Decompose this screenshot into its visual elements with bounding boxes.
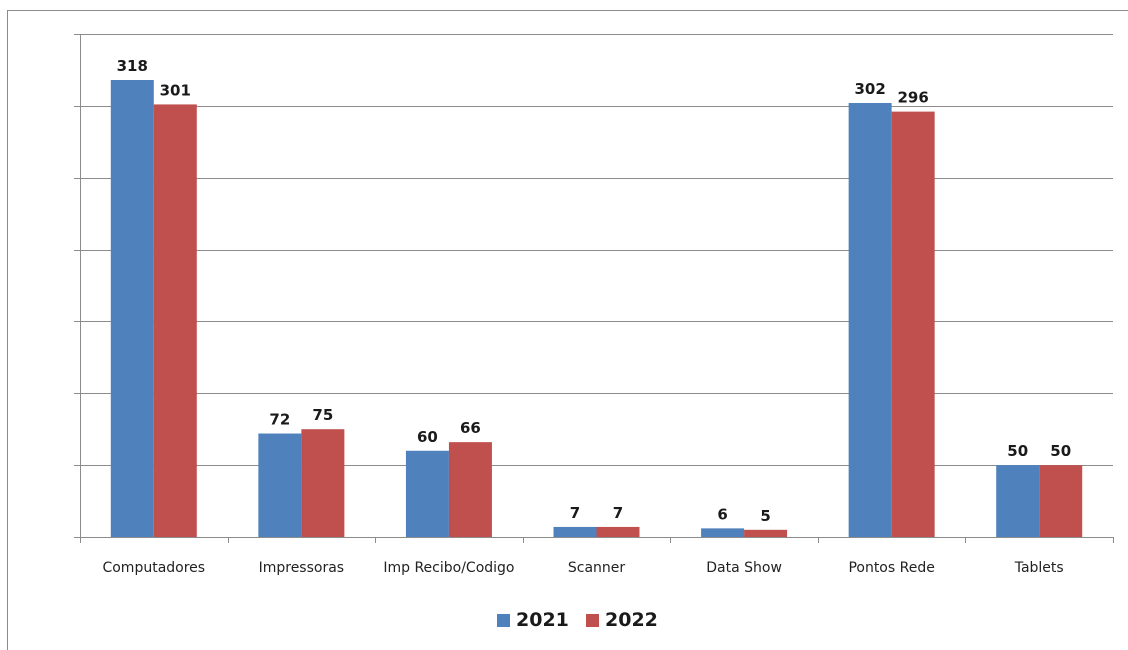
bar-2021-data-show (701, 528, 745, 537)
x-tick-label: Imp Recibo/Codigo (383, 560, 514, 576)
x-tick-label: Pontos Rede (848, 560, 934, 576)
bar-2022-data-show (744, 529, 788, 537)
data-label: 60 (417, 428, 438, 446)
bar-2021-impressoras (258, 433, 302, 537)
data-label: 66 (460, 419, 481, 437)
x-tick-label: Data Show (706, 560, 782, 576)
legend-swatch-2021 (497, 614, 510, 627)
bar-2022-scanner (596, 526, 640, 537)
x-tick-labels: Computadores Impressoras Imp Recibo/Codigo… (102, 560, 1063, 576)
bar-2021-scanner (553, 526, 597, 537)
data-label: 301 (160, 81, 191, 99)
bar-2021-imp-recibo-codigo (405, 450, 449, 537)
x-tick-label: Tablets (1014, 560, 1064, 576)
bars (110, 79, 1083, 538)
data-label: 302 (854, 80, 885, 98)
data-label: 318 (117, 57, 148, 75)
x-tick-label: Computadores (102, 560, 205, 576)
bar-2022-impressoras (301, 429, 345, 537)
legend-label-2021: 2021 (516, 609, 569, 631)
data-label: 72 (269, 411, 290, 429)
x-tick-label: Scanner (568, 560, 626, 576)
data-label: 7 (613, 504, 623, 522)
bar-2022-imp-recibo-codigo (448, 442, 492, 537)
data-labels: 318 301 72 75 60 66 7 7 6 5 302 296 50 50 (117, 57, 1072, 525)
data-label: 50 (1050, 442, 1071, 460)
x-tick-label: Impressoras (259, 560, 345, 576)
bar-2022-tablets (1039, 465, 1083, 537)
legend-swatch-2022 (586, 614, 599, 627)
bar-2021-tablets (996, 465, 1040, 537)
legend: 2021 2022 (497, 609, 658, 631)
data-label: 50 (1007, 442, 1028, 460)
data-label: 296 (897, 89, 928, 107)
legend-label-2022: 2022 (605, 609, 658, 631)
bar-2021-computadores (110, 79, 154, 537)
axes (74, 34, 1114, 543)
gridlines (74, 34, 1113, 466)
bar-2021-pontos-rede (848, 102, 892, 538)
data-label: 7 (570, 504, 580, 522)
bar-2022-computadores (153, 104, 197, 538)
bar-2022-pontos-rede (891, 111, 935, 537)
data-label: 5 (760, 507, 770, 525)
data-label: 6 (717, 505, 727, 523)
data-label: 75 (312, 406, 333, 424)
